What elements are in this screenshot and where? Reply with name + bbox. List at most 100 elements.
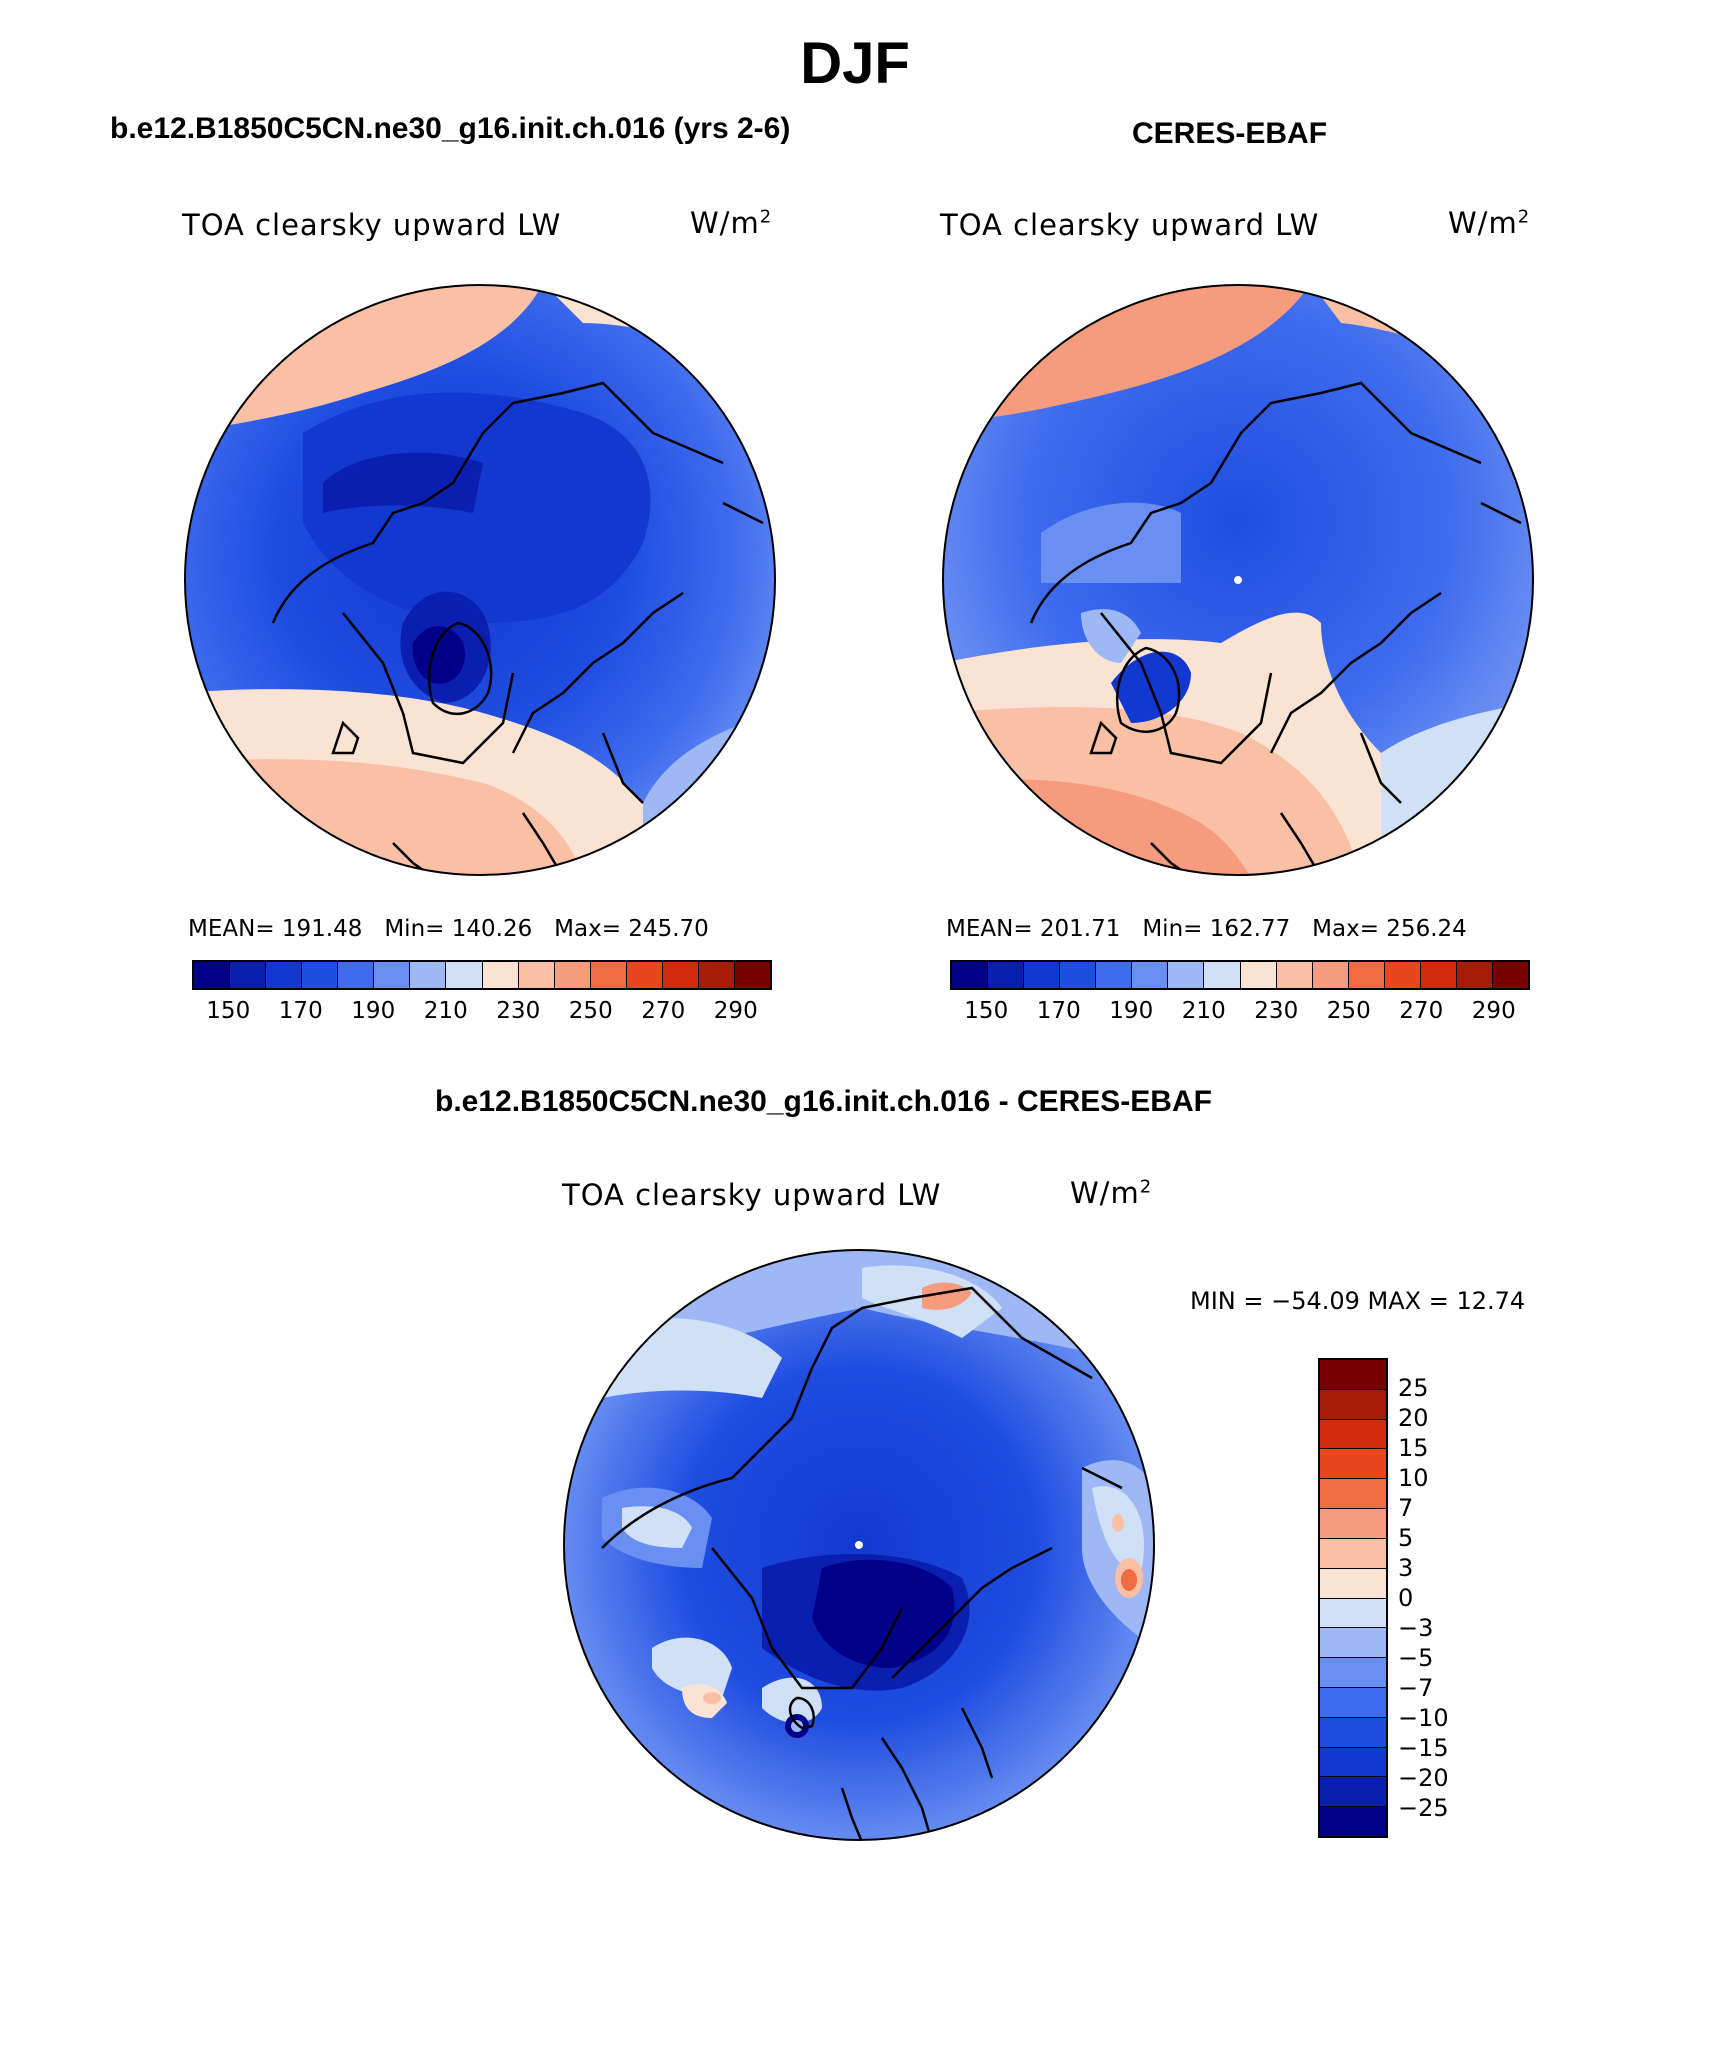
colorbar-swatch (1060, 962, 1097, 988)
obs-polar-map (942, 284, 1534, 876)
obs-variable-label: TOA clearsky upward LW (940, 208, 1320, 242)
diff-minmax-text: MIN = −54.09 MAX = 12.74 (1190, 1287, 1526, 1315)
model-colorbar-ticks: 150 170 190 210 230 250 270 290 (192, 998, 772, 1028)
colorbar-swatch (1320, 1509, 1386, 1539)
obs-units-label: W/m2 (1448, 206, 1531, 240)
colorbar-swatch (952, 962, 989, 988)
colorbar-tick-label: 20 (1398, 1404, 1429, 1432)
colorbar-tick-label: −10 (1398, 1704, 1449, 1732)
diff-polar-map (563, 1249, 1155, 1841)
colorbar-swatch (734, 962, 770, 988)
colorbar-tick-label: −5 (1398, 1644, 1434, 1672)
diff-variable-label: TOA clearsky upward LW (562, 1178, 942, 1212)
colorbar-swatch (482, 962, 519, 988)
colorbar-swatch (1240, 962, 1277, 988)
colorbar-tick-label: 250 (568, 998, 613, 1024)
colorbar-swatch (1320, 1658, 1386, 1688)
colorbar-swatch (1132, 962, 1169, 988)
colorbar-swatch (662, 962, 699, 988)
colorbar-swatch (1320, 1449, 1386, 1480)
colorbar-tick-label: 170 (278, 998, 323, 1024)
colorbar-swatch (446, 962, 483, 988)
diff-units-label: W/m2 (1070, 1176, 1153, 1210)
colorbar-swatch (626, 962, 663, 988)
colorbar-swatch (1320, 1389, 1386, 1420)
colorbar-tick-label: −15 (1398, 1734, 1449, 1762)
colorbar-tick-label: 190 (1109, 998, 1154, 1024)
colorbar-tick-label: 5 (1398, 1524, 1414, 1552)
colorbar-swatch (1320, 1777, 1386, 1808)
obs-stats-row: MEAN= 201.71 Min= 162.77 Max= 256.24 (946, 916, 1467, 942)
colorbar-swatch (698, 962, 735, 988)
colorbar-swatch (518, 962, 555, 988)
colorbar-tick-label: 25 (1398, 1374, 1429, 1402)
colorbar-swatch (1456, 962, 1493, 988)
colorbar-tick-label: −20 (1398, 1764, 1449, 1792)
diff-colorbar (1318, 1358, 1388, 1838)
colorbar-tick-label: 190 (351, 998, 396, 1024)
colorbar-swatch (194, 962, 231, 988)
colorbar-swatch (1204, 962, 1241, 988)
colorbar-tick-label: 270 (641, 998, 686, 1024)
colorbar-swatch (554, 962, 591, 988)
colorbar-tick-label: 150 (206, 998, 251, 1024)
colorbar-swatch (1024, 962, 1061, 988)
colorbar-swatch (1320, 1717, 1386, 1748)
colorbar-swatch (338, 962, 375, 988)
model-units-label: W/m2 (690, 206, 773, 240)
model-case-title: b.e12.B1850C5CN.ne30_g16.init.ch.016 (yr… (110, 112, 791, 145)
colorbar-swatch (1420, 962, 1457, 988)
colorbar-swatch (590, 962, 627, 988)
colorbar-swatch (410, 962, 447, 988)
colorbar-swatch (1320, 1687, 1386, 1718)
colorbar-tick-label: 7 (1398, 1494, 1414, 1522)
colorbar-tick-label: 250 (1326, 998, 1371, 1024)
obs-case-title: CERES-EBAF (1132, 117, 1328, 150)
colorbar-swatch (1320, 1419, 1386, 1450)
colorbar-swatch (1492, 962, 1528, 988)
obs-colorbar (950, 960, 1530, 990)
colorbar-tick-label: 290 (713, 998, 758, 1024)
model-variable-label: TOA clearsky upward LW (182, 208, 562, 242)
colorbar-swatch (1320, 1747, 1386, 1778)
colorbar-swatch (1096, 962, 1133, 988)
colorbar-tick-label: 270 (1399, 998, 1444, 1024)
colorbar-tick-label: 15 (1398, 1434, 1429, 1462)
colorbar-tick-label: −7 (1398, 1674, 1434, 1702)
colorbar-swatch (988, 962, 1025, 988)
colorbar-swatch (1312, 962, 1349, 988)
model-colorbar (192, 960, 772, 990)
colorbar-swatch (1320, 1628, 1386, 1659)
colorbar-swatch (1320, 1807, 1386, 1836)
obs-colorbar-ticks: 150 170 190 210 230 250 270 290 (950, 998, 1530, 1028)
season-title: DJF (800, 31, 910, 96)
diff-case-title: b.e12.B1850C5CN.ne30_g16.init.ch.016 - C… (435, 1085, 1212, 1118)
colorbar-tick-label: −3 (1398, 1614, 1434, 1642)
colorbar-swatch (230, 962, 267, 988)
diff-colorbar-ticks: 25 20 15 10 7 5 3 0 −3 −5 −7 −10 −15 −20 −25 (1398, 1358, 1478, 1838)
colorbar-tick-label: 210 (1181, 998, 1226, 1024)
colorbar-swatch (1348, 962, 1385, 988)
colorbar-tick-label: 3 (1398, 1554, 1414, 1582)
colorbar-swatch (1320, 1479, 1386, 1510)
colorbar-swatch (1276, 962, 1313, 988)
colorbar-tick-label: 290 (1471, 998, 1516, 1024)
colorbar-swatch (1320, 1538, 1386, 1569)
model-polar-map (184, 284, 776, 876)
colorbar-swatch (1320, 1568, 1386, 1599)
colorbar-tick-label: 230 (1254, 998, 1299, 1024)
colorbar-swatch (1384, 962, 1421, 988)
colorbar-swatch (266, 962, 303, 988)
colorbar-tick-label: 210 (423, 998, 468, 1024)
colorbar-tick-label: 170 (1036, 998, 1081, 1024)
colorbar-tick-label: 150 (964, 998, 1009, 1024)
colorbar-swatch (1168, 962, 1205, 988)
model-stats-row: MEAN= 191.48 Min= 140.26 Max= 245.70 (188, 916, 709, 942)
colorbar-swatch (1320, 1598, 1386, 1629)
colorbar-tick-label: 230 (496, 998, 541, 1024)
colorbar-swatch (302, 962, 339, 988)
colorbar-swatch (374, 962, 411, 988)
colorbar-tick-label: 0 (1398, 1584, 1414, 1612)
colorbar-tick-label: 10 (1398, 1464, 1429, 1492)
colorbar-tick-label: −25 (1398, 1794, 1449, 1822)
